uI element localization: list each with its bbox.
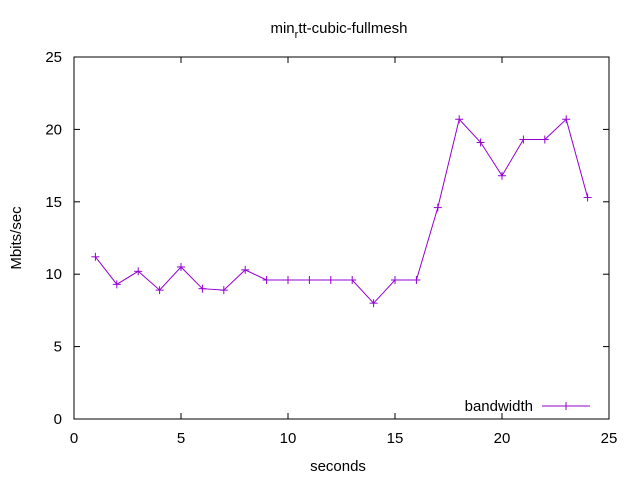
y-tick-label: 0	[54, 411, 62, 428]
series-layer	[91, 115, 592, 308]
data-point	[369, 299, 378, 308]
x-tick-label: 10	[280, 430, 297, 447]
x-tick-label: 5	[177, 430, 185, 447]
x-axis-ticks: 0 5 10 15 20 25	[70, 57, 618, 447]
data-point	[219, 286, 228, 295]
data-point	[326, 275, 335, 284]
y-tick-label: 25	[45, 49, 62, 66]
y-tick-label: 15	[45, 194, 62, 211]
y-tick-label: 20	[45, 121, 62, 138]
data-point	[583, 193, 592, 202]
legend-label: bandwidth	[465, 398, 533, 415]
data-point	[91, 252, 100, 261]
data-point	[112, 280, 121, 289]
y-tick-label: 10	[45, 266, 62, 283]
x-tick-label: 25	[601, 430, 618, 447]
data-point	[412, 275, 421, 284]
data-point	[391, 275, 399, 284]
data-point	[455, 115, 464, 124]
data-point	[519, 135, 528, 144]
data-point	[155, 286, 164, 295]
x-tick-label: 20	[494, 430, 511, 447]
series-line-bandwidth	[95, 118, 589, 304]
data-point	[284, 275, 292, 284]
x-tick-label: 0	[70, 430, 78, 447]
y-axis-label: Mbits/sec	[8, 206, 25, 270]
data-point	[433, 203, 442, 212]
x-axis-label: seconds	[310, 458, 366, 475]
y-axis-ticks: 0 5 10 15 20 25	[45, 49, 609, 428]
data-point	[562, 115, 571, 124]
data-point	[198, 284, 207, 293]
legend: bandwidth	[465, 398, 590, 415]
data-point	[262, 275, 271, 284]
data-point	[177, 262, 185, 271]
plot-border	[73, 56, 610, 420]
data-point	[305, 275, 314, 284]
data-point	[348, 275, 357, 284]
y-tick-label: 5	[54, 339, 62, 356]
data-point	[476, 138, 485, 147]
legend-swatch	[542, 402, 590, 410]
data-point	[540, 135, 549, 144]
x-tick-label: 15	[387, 430, 404, 447]
chart-title: minrtt-cubic-fullmesh	[270, 20, 407, 41]
data-point	[134, 267, 143, 276]
data-point	[498, 171, 506, 180]
plot-frame	[73, 56, 610, 420]
data-point	[241, 265, 250, 274]
